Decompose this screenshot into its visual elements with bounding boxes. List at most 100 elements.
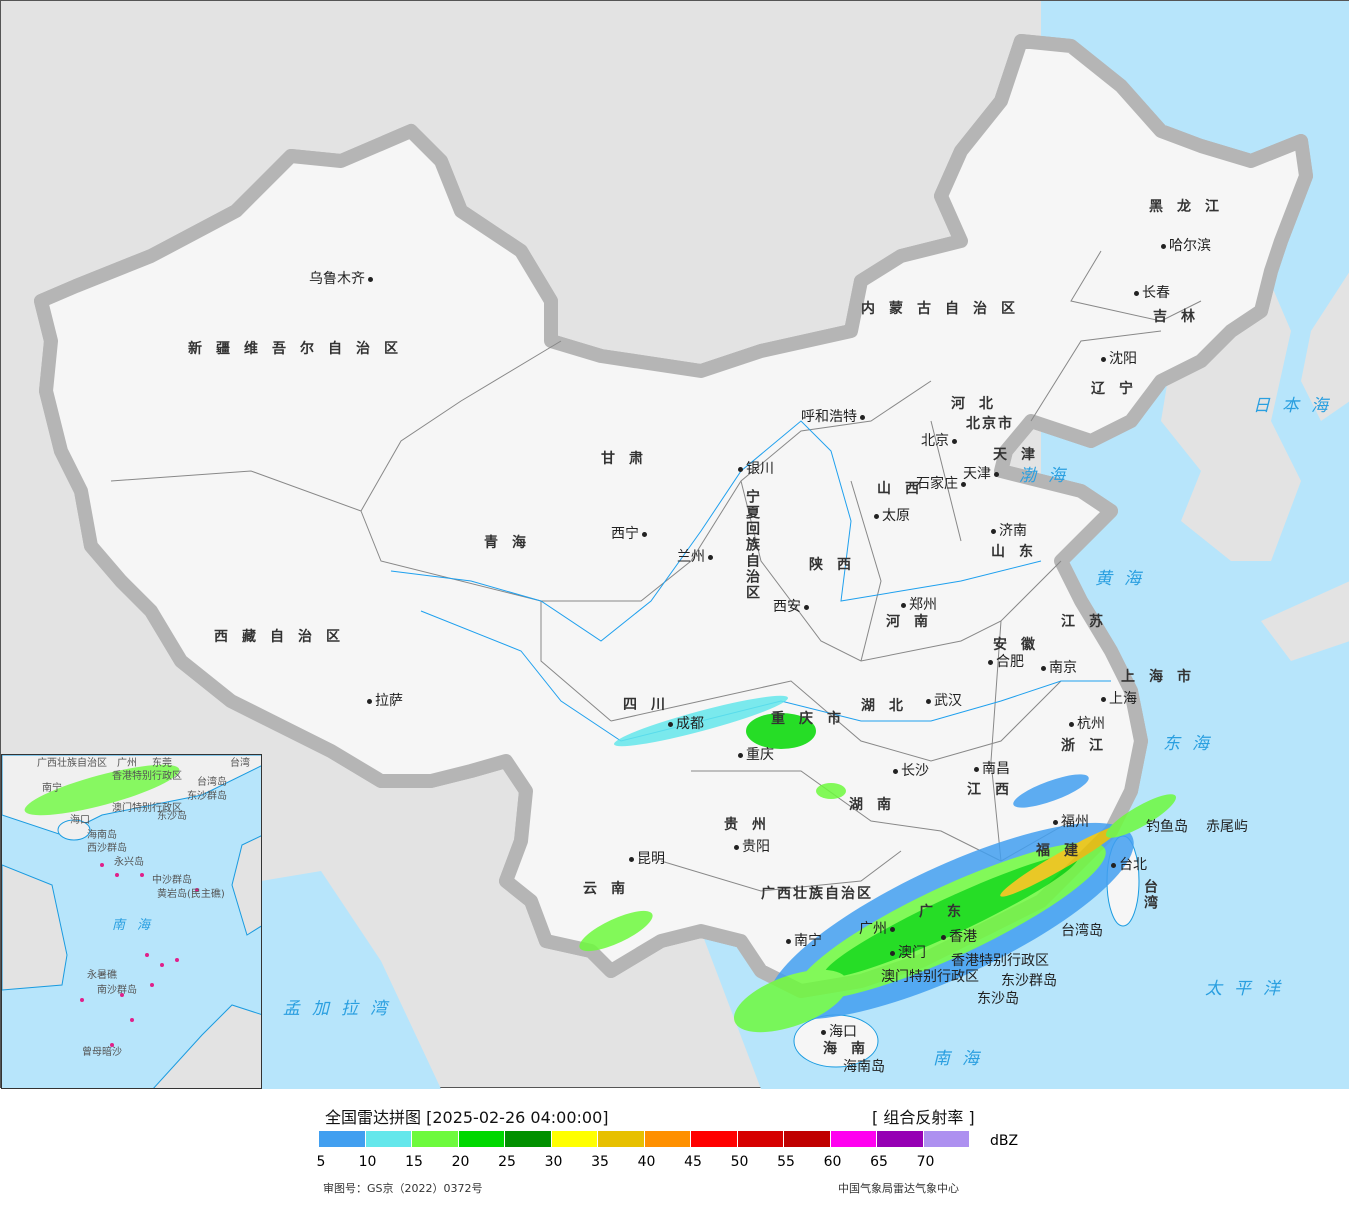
- city-label: 济南: [991, 523, 1027, 540]
- scale-tick: 10: [358, 1154, 377, 1170]
- city-label: 西宁: [611, 526, 647, 543]
- scale-tick: 30: [544, 1154, 563, 1170]
- scale-tick: 40: [637, 1154, 656, 1170]
- city-label: 上海: [1101, 691, 1137, 708]
- city-label: 长沙: [893, 763, 929, 780]
- inset-label: 曾母暗沙: [82, 1047, 122, 1058]
- product-name: [ 组合反射率 ]: [872, 1108, 975, 1127]
- island-label: 香港特别行政区: [951, 953, 1049, 969]
- city-label: 澳门: [890, 945, 926, 962]
- sea-label: 南海: [933, 1049, 991, 1069]
- color-swatch: [737, 1131, 783, 1147]
- scale-tick: 50: [730, 1154, 749, 1170]
- city-label: 广州: [859, 921, 895, 938]
- color-swatch: [365, 1131, 411, 1147]
- province-label: 湖南: [849, 797, 905, 813]
- approval-number: 审图号：GS京（2022）0372号: [323, 1182, 483, 1195]
- scale-tick: 35: [591, 1154, 609, 1170]
- inset-label: 南宁: [42, 783, 62, 794]
- province-label: 宁夏回族自治区: [744, 489, 760, 601]
- province-label: 四川: [623, 697, 679, 713]
- color-swatch: [923, 1131, 969, 1147]
- city-label: 兰州: [677, 549, 713, 566]
- city-label: 南京: [1041, 660, 1077, 677]
- province-label: 福建: [1036, 843, 1092, 859]
- inset-label: 台湾: [230, 758, 250, 769]
- inset-label: 东沙群岛: [187, 791, 227, 802]
- unit-label: dBZ: [990, 1133, 1019, 1149]
- city-label: 天津: [963, 466, 999, 483]
- city-label: 海口: [821, 1024, 857, 1041]
- city-label: 南宁: [786, 933, 822, 950]
- province-label: 江苏: [1061, 614, 1117, 630]
- city-label: 杭州: [1069, 716, 1105, 733]
- color-swatch: [644, 1131, 690, 1147]
- scale-tick: 5: [316, 1154, 326, 1170]
- province-label: 江西: [967, 782, 1023, 798]
- province-label: 湖北: [861, 698, 917, 714]
- province-label: 北京市: [966, 416, 1014, 432]
- province-label: 山东: [991, 544, 1047, 560]
- color-swatch: [412, 1131, 458, 1147]
- inset-label: 广州: [117, 758, 137, 769]
- color-swatch: [784, 1131, 830, 1147]
- city-label: 成都: [668, 716, 704, 733]
- city-label: 哈尔滨: [1161, 238, 1211, 255]
- sea-label: 太平洋: [1205, 979, 1292, 999]
- color-swatch: [551, 1131, 597, 1147]
- island-label: 台湾岛: [1061, 923, 1103, 939]
- island-label: 东沙群岛: [1001, 973, 1057, 989]
- scale-tick: 45: [684, 1154, 702, 1170]
- city-label: 南昌: [974, 761, 1010, 778]
- city-label: 石家庄: [916, 476, 966, 493]
- province-label: 海南: [823, 1041, 879, 1057]
- city-label: 贵阳: [734, 839, 770, 856]
- inset-label: 南沙群岛: [97, 985, 137, 996]
- city-label: 乌鲁木齐: [309, 271, 373, 288]
- inset-label: 东沙岛: [157, 811, 187, 822]
- color-swatch: [877, 1131, 923, 1147]
- inset-label: 西沙群岛: [87, 843, 127, 854]
- map-title: 全国雷达拼图 [2025-02-26 04:00:00]: [325, 1108, 609, 1127]
- province-label: 天津: [993, 447, 1049, 463]
- province-label: 吉林: [1153, 309, 1209, 325]
- south-china-sea-inset: 广西壮族自治区 南宁 广州 东莞 香港特别行政区 澳门特别行政区 台湾岛 东沙群岛 东沙岛 海口海…: [1, 754, 262, 1089]
- province-label: 安徽: [993, 637, 1049, 653]
- inset-label: 香港特别行政区: [112, 771, 182, 782]
- color-scale: [319, 1131, 970, 1147]
- legend-panel: 全国雷达拼图 [2025-02-26 04:00:00] [ 组合反射率 ] d…: [0, 1088, 1349, 1208]
- city-label: 昆明: [629, 851, 665, 868]
- island-label: 澳门特别行政区: [881, 969, 979, 985]
- province-label: 西藏自治区: [214, 629, 354, 645]
- inset-label: 东莞: [152, 758, 172, 769]
- scale-tick: 60: [823, 1154, 842, 1170]
- color-swatch: [458, 1131, 504, 1147]
- color-swatch: [598, 1131, 644, 1147]
- sea-label: 黄海: [1095, 569, 1153, 589]
- scale-tick: 65: [870, 1154, 888, 1170]
- city-label: 沈阳: [1101, 351, 1137, 368]
- inset-label: 黄岩岛(民主礁): [157, 889, 225, 900]
- inset-label: 永暑礁: [87, 970, 117, 981]
- city-label: 福州: [1053, 814, 1089, 831]
- inset-label: 台湾岛: [197, 777, 227, 788]
- island-label: 东沙岛: [977, 991, 1019, 1007]
- color-swatch: [691, 1131, 737, 1147]
- island-label: 赤尾屿: [1206, 819, 1248, 835]
- japan: [1261, 272, 1349, 661]
- city-label: 合肥: [988, 654, 1024, 671]
- color-swatch: [505, 1131, 551, 1147]
- city-label: 西安: [773, 599, 809, 616]
- city-label: 台北: [1111, 857, 1147, 874]
- inset-hainan: [57, 819, 91, 841]
- city-label: 香港: [941, 929, 977, 946]
- province-label: 新疆维吾尔自治区: [188, 341, 412, 357]
- inset-label: 广西壮族自治区: [37, 758, 107, 769]
- province-label: 河北: [951, 396, 1007, 412]
- island-label: 钓鱼岛: [1146, 819, 1188, 835]
- province-label: 青海: [484, 535, 540, 551]
- inset-label: 澳门特别行政区: [112, 803, 182, 814]
- province-label: 云南: [583, 881, 639, 897]
- radar-map[interactable]: 新疆维吾尔自治区 西藏自治区 青海 甘肃 内蒙古自治区 黑龙江 吉林 辽宁 河北 山西 陕西 河南 山东…: [0, 0, 1349, 1089]
- city-label: 北京: [921, 433, 957, 450]
